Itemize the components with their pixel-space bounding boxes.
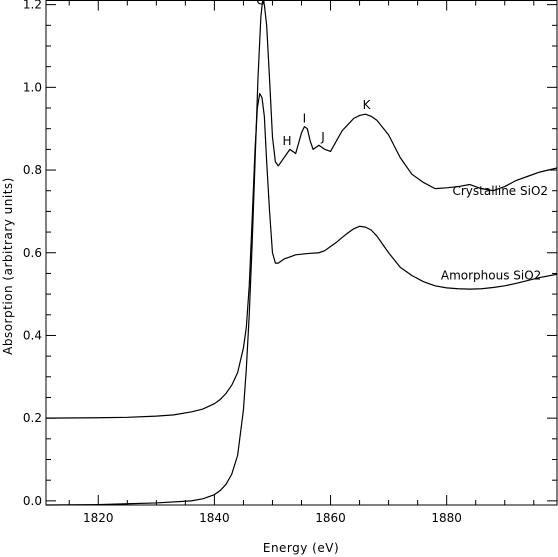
y-axis-title: Absorption (arbitrary units) [1, 177, 15, 355]
x-tick-label: 1860 [315, 511, 346, 525]
y-tick-label: 1.2 [23, 0, 42, 12]
series-layer [45, 0, 558, 506]
peak-label: G [256, 0, 265, 8]
series-line-crystalline [45, 0, 558, 506]
annotation-layer: G HIJ K Crystalline SiO2 Amorphous SiO2 [256, 0, 548, 283]
series-line-amorphous [45, 92, 558, 419]
x-axis: 1820 1840 1860 1880 [68, 0, 535, 525]
peak-label: I [303, 111, 307, 125]
x-axis-title: Energy (eV) [263, 541, 339, 555]
peak-label: J [320, 130, 325, 144]
plot-area: G HIJ K Crystalline SiO2 Amorphous SiO2 [45, 0, 558, 506]
x-tick-label: 1880 [431, 511, 462, 525]
y-tick-label: 0.8 [23, 163, 42, 177]
y-tick-label: 1.0 [23, 80, 42, 94]
series-label-amorphous: Amorphous SiO2 [441, 269, 541, 283]
peak-label: K [363, 98, 372, 112]
y-tick-label: 0.0 [23, 494, 42, 508]
plot-frame [45, 0, 558, 506]
series-label-crystalline: Crystalline SiO2 [452, 184, 548, 198]
y-tick-label: 0.6 [23, 246, 42, 260]
peak-label: H [282, 134, 291, 148]
y-axis: 0.0 0.2 0.4 0.6 0.8 1.0 1.2 [23, 0, 557, 508]
x-tick-label: 1820 [83, 511, 114, 525]
y-tick-label: 0.4 [23, 328, 42, 342]
y-tick-label: 0.2 [23, 411, 42, 425]
x-tick-label: 1840 [199, 511, 230, 525]
